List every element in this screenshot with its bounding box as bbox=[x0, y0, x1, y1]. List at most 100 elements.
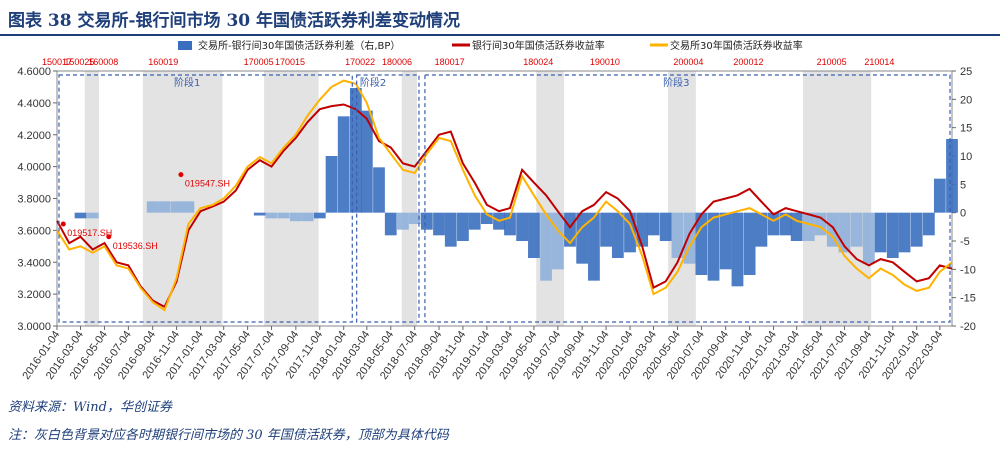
spread-bar-30 bbox=[408, 212, 421, 224]
bond-code-label: 190010 bbox=[590, 57, 620, 67]
stage-label: 阶段1 bbox=[174, 76, 200, 89]
spread-bar-61 bbox=[779, 212, 792, 236]
spread-bar-23 bbox=[325, 156, 338, 213]
bond-code-label: 170005 bbox=[244, 57, 274, 67]
spread-bar-45 bbox=[588, 212, 600, 281]
y-right-tick-label: -20 bbox=[960, 321, 976, 333]
spread-bar-51 bbox=[659, 212, 672, 241]
spread-bar-66 bbox=[838, 212, 851, 253]
y-left-tick-label: 4.2000 bbox=[17, 130, 51, 142]
annotation-dot-0 bbox=[60, 221, 66, 227]
spread-bar-54 bbox=[695, 212, 708, 275]
spread-bar-28 bbox=[384, 212, 397, 236]
spread-bar-25 bbox=[349, 88, 362, 213]
spread-bar-41 bbox=[540, 212, 552, 281]
annotation-label: 019517.SH bbox=[67, 228, 112, 238]
chart-title: 图表 38 交易所-银行间市场 30 年国债活跃券利差变动情况 bbox=[8, 11, 461, 31]
legend-label: 交易所30年国债活跃券收益率 bbox=[670, 39, 803, 52]
bond-code-label: 200012 bbox=[733, 57, 763, 67]
y-left-tick-label: 3.4000 bbox=[17, 257, 51, 269]
spread-bar-75 bbox=[946, 139, 958, 213]
y-right-tick-label: 15 bbox=[960, 123, 972, 135]
footnote: 注：灰白色背景对应各时期银行间市场的 30 年国债活跃券，顶部为具体代码 bbox=[8, 428, 449, 443]
spread-bar-52 bbox=[671, 212, 684, 258]
spread-bar-64 bbox=[814, 212, 827, 236]
annotation-label: 019536.SH bbox=[113, 241, 158, 251]
spread-bar-32 bbox=[433, 212, 445, 236]
shaded-period-1 bbox=[142, 71, 223, 326]
bond-code-label: 180006 bbox=[382, 57, 412, 67]
spread-bar-68 bbox=[862, 212, 875, 264]
title-bar: 图表 38 交易所-银行间市场 30 年国债活跃券利差变动情况 bbox=[0, 0, 1000, 36]
y-right-tick-label: 25 bbox=[960, 66, 972, 78]
shaded-period-3 bbox=[401, 71, 418, 326]
y-right-tick-label: 10 bbox=[960, 151, 972, 163]
y-right-tick-label: 0 bbox=[960, 208, 966, 220]
y-left-tick-label: 3.2000 bbox=[17, 289, 51, 301]
spread-bar-67 bbox=[850, 212, 863, 247]
y-right-tick-label: -5 bbox=[960, 236, 970, 248]
spread-bar-27 bbox=[373, 167, 385, 213]
stage-box-2 bbox=[424, 74, 951, 323]
spread-bar-47 bbox=[611, 212, 624, 258]
shaded-period-2 bbox=[264, 71, 319, 326]
annotation-dot-2 bbox=[178, 172, 184, 178]
legend-label: 交易所-银行间30年国债活跃券利差（右,BP） bbox=[198, 39, 400, 52]
spread-bar-55 bbox=[707, 212, 720, 281]
spread-bar-11 bbox=[182, 201, 195, 213]
bond-code-label: 170015 bbox=[275, 57, 305, 67]
spread-bar-44 bbox=[576, 212, 589, 264]
spread-bar-8 bbox=[146, 201, 159, 213]
spread-bar-58 bbox=[743, 212, 756, 275]
annotation-dot-1 bbox=[106, 234, 112, 240]
spread-bar-50 bbox=[647, 212, 660, 236]
y-right-tick-label: 5 bbox=[960, 179, 966, 191]
y-right-tick-label: 20 bbox=[960, 94, 972, 106]
annotation-label: 019547.SH bbox=[185, 179, 230, 189]
stage-box-0 bbox=[58, 74, 353, 323]
spread-bar-22 bbox=[313, 212, 326, 219]
spread-bar-59 bbox=[755, 212, 768, 247]
spread-bar-34 bbox=[457, 212, 469, 241]
spread-bar-19 bbox=[277, 212, 290, 219]
shaded-period-4 bbox=[536, 71, 565, 326]
spread-bar-10 bbox=[170, 201, 183, 213]
spread-bar-57 bbox=[731, 212, 744, 287]
series-line-1 bbox=[56, 79, 953, 312]
bond-code-label: 150025 bbox=[64, 57, 94, 67]
y-left-tick-label: 4.4000 bbox=[17, 98, 51, 110]
spread-bar-17 bbox=[253, 212, 266, 216]
legend-swatch-bar bbox=[178, 41, 192, 50]
spread-bar-71 bbox=[898, 212, 911, 253]
bond-code-label: 210014 bbox=[864, 57, 894, 67]
y-left-tick-label: 4.0000 bbox=[17, 162, 51, 174]
spread-bar-24 bbox=[337, 116, 350, 213]
spread-bar-65 bbox=[826, 212, 839, 247]
spread-bar-62 bbox=[790, 212, 803, 241]
spread-bar-69 bbox=[874, 212, 887, 253]
bond-code-label: 150017 bbox=[42, 57, 72, 67]
y-right-tick-label: -15 bbox=[960, 293, 976, 305]
shaded-period-0 bbox=[84, 71, 99, 326]
spread-bar-33 bbox=[444, 212, 457, 247]
bond-code-label: 160008 bbox=[88, 57, 118, 67]
spread-bar-48 bbox=[624, 212, 636, 253]
spread-bar-35 bbox=[468, 212, 481, 230]
spread-bar-29 bbox=[397, 212, 409, 230]
y-left-tick-label: 3.8000 bbox=[17, 194, 51, 206]
spread-bar-42 bbox=[551, 212, 564, 270]
spread-bar-2 bbox=[74, 212, 87, 219]
shaded-period-6 bbox=[802, 71, 872, 326]
spread-bar-39 bbox=[516, 212, 529, 241]
spread-bar-73 bbox=[922, 212, 935, 236]
spread-bar-70 bbox=[886, 212, 899, 258]
spread-bar-3 bbox=[86, 212, 99, 219]
series-line-0 bbox=[56, 103, 953, 309]
spread-bar-26 bbox=[360, 110, 373, 213]
bond-code-label: 180017 bbox=[435, 57, 465, 67]
bond-code-label: 210005 bbox=[817, 57, 847, 67]
y-left-tick-label: 4.6000 bbox=[17, 66, 51, 78]
shaded-period-5 bbox=[668, 71, 696, 326]
spread-bar-72 bbox=[910, 212, 923, 247]
spread-bar-63 bbox=[802, 212, 815, 241]
